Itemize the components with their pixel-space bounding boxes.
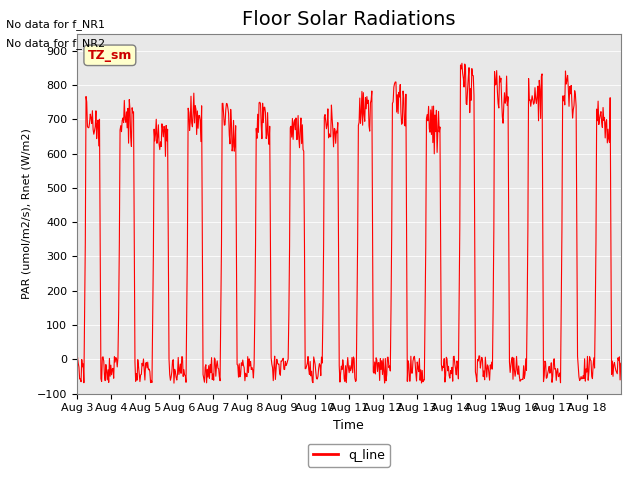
Y-axis label: PAR (umol/m2/s), Rnet (W/m2): PAR (umol/m2/s), Rnet (W/m2) <box>21 128 31 299</box>
Title: Floor Solar Radiations: Floor Solar Radiations <box>242 10 456 29</box>
q_line <box>617 360 625 366</box>
Legend: q_line: q_line <box>308 444 390 467</box>
q_line <box>406 378 413 384</box>
Text: TZ_sm: TZ_sm <box>88 49 132 62</box>
Line: q_line: q_line <box>77 63 621 383</box>
q_line <box>137 372 145 378</box>
q_line <box>237 360 245 366</box>
q_line <box>458 60 466 66</box>
q_line <box>170 380 178 386</box>
q_line <box>436 124 444 130</box>
Text: No data for f_NR1: No data for f_NR1 <box>6 19 106 30</box>
X-axis label: Time: Time <box>333 419 364 432</box>
q_line <box>285 312 292 317</box>
q_line <box>73 370 81 376</box>
Text: No data for f_NR2: No data for f_NR2 <box>6 38 106 49</box>
q_line <box>264 134 272 140</box>
